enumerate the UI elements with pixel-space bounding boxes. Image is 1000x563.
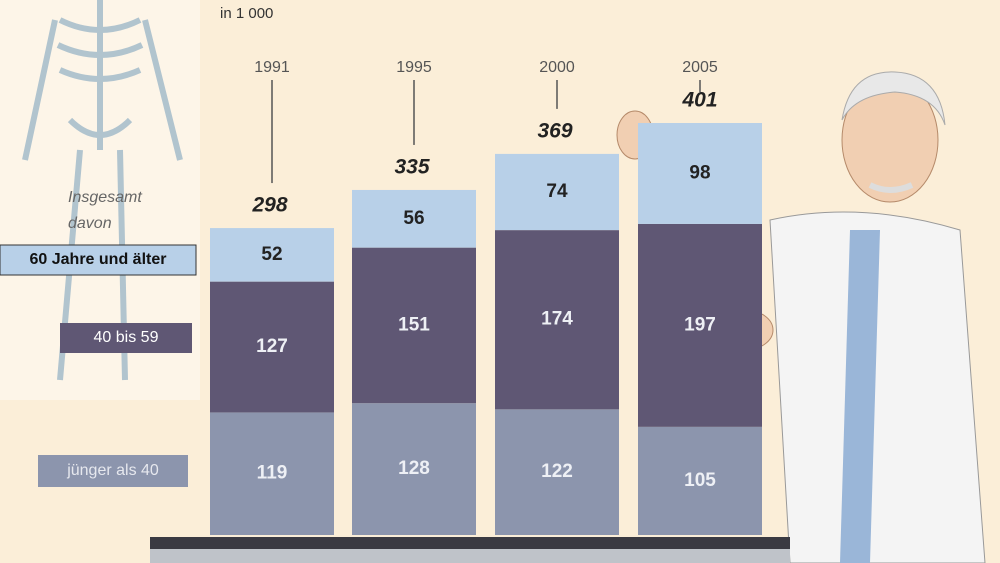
value-label: 122 (541, 461, 573, 482)
category-label: 2005 (682, 59, 718, 76)
category-label: 2000 (539, 59, 575, 76)
legend-label: 40 bis 59 (94, 329, 159, 346)
total-label: 369 (537, 119, 572, 142)
bar-segment (352, 189, 476, 248)
bar-segment (495, 153, 619, 231)
bar-segment (638, 426, 762, 535)
legend-swatch (0, 244, 197, 276)
legend-heading: davon (68, 215, 112, 232)
bar-segment (210, 281, 334, 413)
bar-segment (495, 409, 619, 535)
bar-segment (210, 228, 334, 282)
bar-segment (495, 230, 619, 410)
bar-segment (352, 247, 476, 404)
value-label: 98 (689, 162, 710, 183)
subtitle: in 1 000 (220, 5, 273, 22)
value-label: 119 (257, 463, 288, 484)
value-label: 151 (398, 314, 430, 335)
category-label: 1995 (396, 59, 432, 76)
bar-segment (638, 223, 762, 427)
legend-label: 60 Jahre und älter (30, 251, 167, 268)
total-label: 401 (681, 89, 717, 112)
table-top (150, 537, 790, 549)
category-label: 1991 (254, 59, 290, 76)
value-label: 127 (256, 336, 288, 357)
value-label: 74 (546, 181, 568, 202)
totals-label: Insgesamt (68, 189, 142, 206)
value-label: 105 (684, 470, 716, 491)
bar-segment (352, 403, 476, 535)
value-label: 174 (541, 309, 573, 330)
bar-segment (638, 123, 762, 224)
value-label: 197 (684, 314, 716, 335)
bar-segment (210, 412, 334, 535)
legend-swatch (60, 323, 192, 353)
value-label: 128 (398, 458, 430, 479)
table-front (150, 549, 790, 563)
value-label: 56 (403, 208, 424, 229)
total-label: 298 (251, 194, 287, 217)
value-label: 52 (261, 244, 282, 265)
legend-swatch (38, 455, 188, 487)
total-label: 335 (394, 155, 429, 178)
legend-label: jünger als 40 (66, 462, 159, 479)
